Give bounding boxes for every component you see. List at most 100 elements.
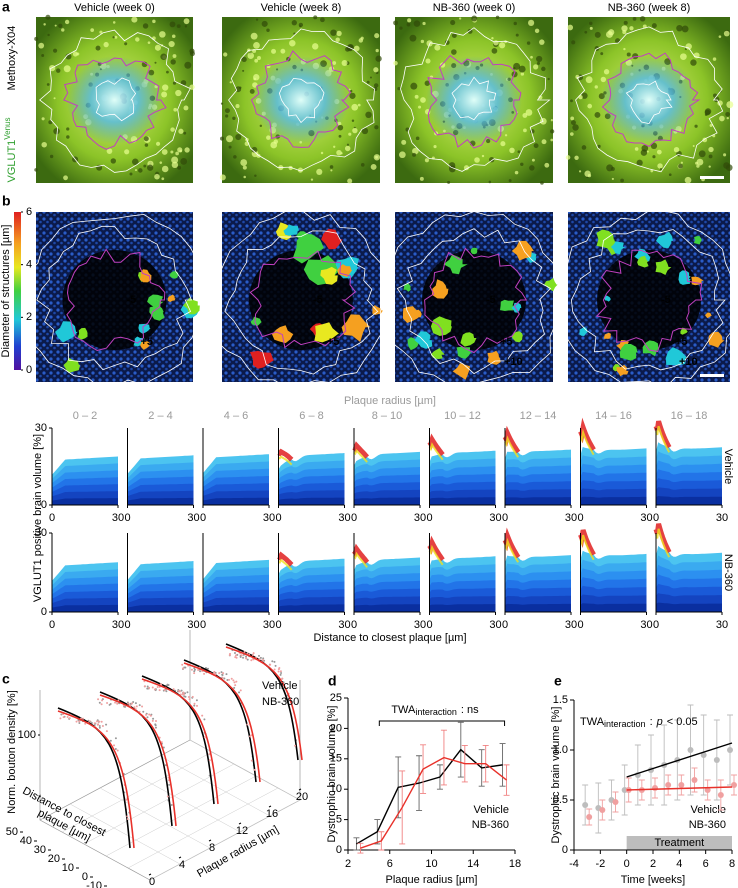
- x-tick-label: 30: [263, 512, 275, 524]
- contour-label: +5: [675, 336, 688, 348]
- grid: [83, 763, 235, 845]
- speckle: [135, 37, 140, 42]
- point: [220, 671, 223, 674]
- contour: [250, 50, 352, 148]
- peak: [353, 551, 368, 568]
- point: [250, 759, 253, 762]
- speckle: [103, 41, 109, 48]
- volume-layer: [127, 497, 194, 505]
- speckle: [424, 158, 429, 163]
- point: [60, 713, 63, 716]
- colorbar: [14, 212, 21, 370]
- speckle: [696, 158, 704, 166]
- x-tick-label: 0: [426, 619, 432, 631]
- speckle: [651, 23, 657, 29]
- structure: [634, 248, 651, 262]
- point: [182, 667, 185, 670]
- speckle: [374, 33, 380, 39]
- x-tick-label: 30: [489, 512, 501, 524]
- speckle: [166, 70, 169, 74]
- point: [181, 663, 184, 666]
- speckle: [170, 59, 176, 65]
- point: [182, 693, 185, 696]
- contour: [575, 26, 724, 173]
- speckle: [415, 136, 420, 141]
- contour: [595, 249, 703, 353]
- point: [250, 659, 253, 662]
- y-tick-label: 1.0: [553, 744, 568, 756]
- legend-entry: NB-360: [689, 819, 726, 831]
- annotation-main: TWA: [580, 716, 605, 728]
- x-tick-label: 0: [351, 512, 357, 524]
- point: [652, 785, 658, 791]
- speckle: [718, 35, 722, 38]
- point: [193, 672, 196, 675]
- speckle: [170, 127, 175, 132]
- speckle: [370, 164, 377, 170]
- x-tick-label: 30: [716, 512, 728, 524]
- scale-bar: [700, 176, 724, 179]
- point: [144, 685, 147, 688]
- x-tick-label: 0: [502, 512, 508, 524]
- x-tick-label: 0: [149, 876, 155, 888]
- speckle: [493, 40, 499, 46]
- point: [105, 723, 108, 726]
- speckle: [131, 158, 139, 166]
- point: [195, 699, 198, 702]
- speckle: [629, 26, 634, 31]
- speckle: [726, 116, 729, 120]
- speckle: [621, 25, 628, 32]
- point: [239, 689, 242, 692]
- speckle: [690, 59, 697, 66]
- point: [146, 716, 149, 719]
- x-tick-label: 6: [703, 858, 709, 870]
- speckle: [45, 14, 51, 20]
- grid: [149, 799, 301, 881]
- speckle: [587, 103, 593, 109]
- speckle: [471, 15, 478, 22]
- point: [126, 817, 129, 820]
- speckle: [52, 48, 58, 53]
- point: [221, 673, 224, 676]
- legend-entry: Vehicle: [691, 804, 726, 816]
- point: [149, 714, 152, 717]
- point: [75, 720, 78, 723]
- point: [105, 730, 108, 733]
- z-tick-label: 100: [18, 729, 36, 741]
- point: [182, 691, 185, 694]
- peak: [502, 425, 521, 454]
- speckle: [708, 154, 713, 159]
- speckle: [419, 176, 424, 181]
- speckle: [409, 34, 417, 42]
- speckle: [63, 175, 68, 181]
- speckle: [603, 69, 610, 75]
- structure: [678, 274, 691, 285]
- point: [101, 724, 104, 727]
- speckle: [160, 53, 167, 61]
- structure: [680, 327, 689, 335]
- peak: [352, 441, 370, 459]
- structure: [314, 322, 340, 343]
- speckle: [357, 103, 361, 107]
- speckle: [154, 61, 157, 64]
- speckle: [373, 83, 379, 88]
- speckle: [235, 104, 240, 109]
- speckle: [47, 33, 50, 37]
- speckle: [550, 138, 554, 142]
- point: [187, 696, 190, 698]
- x-tick-label: 0: [351, 619, 357, 631]
- speckle: [513, 21, 517, 26]
- speckle: [678, 163, 684, 169]
- point: [261, 659, 264, 662]
- y-tick-label: 30: [35, 422, 47, 434]
- speckle: [393, 60, 398, 66]
- point: [97, 698, 100, 701]
- speckle: [634, 147, 639, 151]
- channel-sup: Venus: [3, 117, 12, 139]
- grid: [69, 803, 181, 865]
- speckle: [578, 170, 582, 173]
- point: [151, 686, 154, 689]
- fit-line: [626, 742, 733, 778]
- point: [59, 717, 62, 720]
- speckle: [622, 30, 627, 35]
